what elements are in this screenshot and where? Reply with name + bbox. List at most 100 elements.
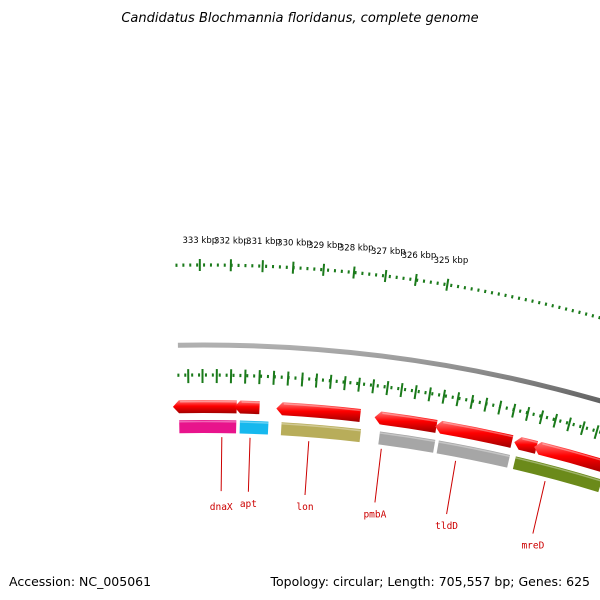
inner-ruler-tick: [483, 397, 489, 412]
ruler-dot: [598, 315, 600, 320]
ruler-dot: [369, 383, 373, 387]
ruler-dot: [244, 263, 247, 268]
ruler-dot: [237, 263, 240, 268]
gene-features: [172, 399, 600, 493]
category-gene-band-lon: [280, 422, 362, 443]
gene-leader-line: [304, 441, 310, 496]
forward-gene-arrow-highlight: [443, 421, 514, 438]
forward-gene-arrow: [514, 437, 539, 454]
ruler-dot: [340, 269, 343, 274]
ruler-dot: [356, 381, 359, 386]
inner-ruler-tick: [525, 406, 531, 421]
ruler-dot: [326, 268, 330, 272]
ruler-dot: [491, 403, 495, 407]
inner-ruler-tick: [258, 370, 261, 385]
category-gene-band-apt-highlight: [239, 421, 269, 424]
ruler-dot: [321, 378, 325, 382]
inner-ruler-tick: [413, 385, 418, 400]
ruler-dot: [578, 310, 581, 315]
ruler-dot: [532, 412, 535, 417]
forward-gene-arrow-highlight: [522, 438, 538, 444]
ruler-dot: [531, 299, 534, 303]
ruler-dot: [209, 263, 212, 267]
ruler-dot: [299, 266, 302, 270]
ruler-dot: [585, 426, 589, 431]
ruler-dot: [477, 288, 480, 292]
ruler-dot: [395, 275, 398, 280]
forward-gene-arrow-highlight: [283, 403, 361, 412]
ruler-dot: [280, 375, 283, 379]
gene-leader-line: [446, 460, 457, 515]
inner-ruler-tick: [399, 382, 404, 398]
ruler-dot: [558, 419, 562, 423]
forward-gene-arrow-highlight: [542, 443, 600, 461]
ruler-dot: [251, 264, 254, 268]
category-gene-band-tldD-highlight: [438, 441, 510, 458]
ruler-dot: [246, 374, 249, 378]
inner-ruler-tick: [511, 403, 517, 418]
ruler-dot: [558, 305, 561, 310]
accession-text: Accession: NC_005061: [9, 574, 151, 589]
gene-leader-line: [220, 437, 223, 492]
ruler-dot: [436, 281, 439, 285]
ruler-major-tick: [445, 278, 450, 291]
gene-label-mreD: mreD: [521, 541, 544, 552]
ruler-dot: [505, 406, 509, 410]
inner-ruler-tick: [329, 374, 333, 389]
ruler-dot: [191, 373, 194, 377]
inner-ruler-tick: [272, 370, 276, 385]
inner-ruler-tick: [469, 394, 475, 409]
ruler-dot: [266, 374, 270, 379]
ruler-dot: [308, 377, 311, 381]
forward-gene-arrow: [435, 420, 514, 448]
inner-ruler-tick: [300, 372, 304, 387]
ruler-dot: [362, 382, 366, 386]
ruler-dot: [417, 389, 420, 394]
ruler-dot: [524, 297, 528, 302]
inner-ruler-tick: [552, 413, 559, 428]
ruler-dot: [450, 283, 453, 288]
ruler-dot: [253, 374, 256, 378]
ruler-dot: [464, 398, 468, 402]
ruler-dot: [198, 373, 201, 377]
gene-label-tldD: tldD: [435, 521, 458, 532]
ruler-dot: [410, 388, 414, 393]
inner-ruler-tick: [538, 410, 545, 425]
topology-summary: Topology: circular; Length: 705,557 bp; …: [270, 574, 591, 589]
ruler-dot: [320, 267, 323, 272]
gene-leader-line: [374, 448, 382, 503]
category-gene-band-dnaX: [179, 419, 237, 434]
ruler-dot: [422, 279, 426, 283]
ruler-dot: [361, 271, 364, 276]
ruler-dot: [431, 392, 434, 396]
ruler-dot: [381, 273, 385, 278]
inner-ruler-tick: [286, 371, 290, 386]
genome-backbone: [177, 342, 600, 404]
category-gene-band-pmbA-highlight: [379, 432, 436, 443]
inner-ruler-tick: [385, 381, 390, 396]
ruler-dot: [451, 395, 454, 400]
forward-gene-arrow: [234, 400, 260, 415]
ruler-dot: [223, 263, 226, 267]
ruler-dot: [218, 373, 221, 377]
ruler-dot: [184, 373, 187, 377]
ruler-dot: [537, 300, 541, 305]
category-gene-band-lon-highlight: [281, 423, 361, 432]
ruler-dot: [216, 263, 219, 267]
forward-gene-arrow: [276, 402, 361, 422]
inner-ruler-tick: [593, 425, 600, 440]
forward-gene-arrow: [374, 411, 438, 433]
ruler-major-tick: [322, 263, 326, 276]
ruler-dot: [285, 265, 288, 269]
ruler-dot: [429, 280, 433, 284]
ruler-dot: [196, 263, 199, 267]
ruler-dot: [278, 265, 281, 269]
ruler-dot: [497, 292, 501, 296]
forward-gene-arrow: [534, 442, 600, 472]
ruler-major-tick: [352, 266, 356, 279]
gene-labels: dnaX apt lon pmbA tldD mreD: [210, 437, 546, 552]
category-gene-band-mreD: [512, 456, 600, 493]
ruler-dot: [265, 264, 268, 268]
kbp-tick-label: 330 kbp: [277, 239, 312, 249]
